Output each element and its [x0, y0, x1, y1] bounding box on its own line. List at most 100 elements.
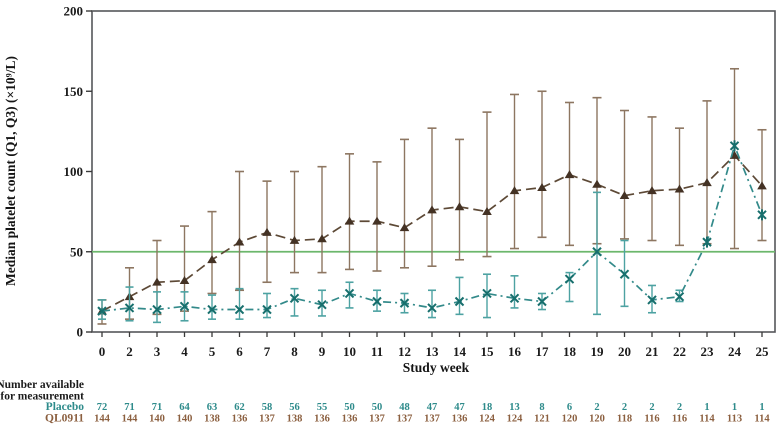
placebo-series — [97, 140, 767, 324]
ql0911-count-week-11: 137 — [369, 414, 385, 425]
placebo-marker-week-21 — [647, 295, 657, 305]
ql0911-count-week-20: 118 — [617, 414, 632, 425]
x-tick-22: 22 — [673, 344, 686, 359]
ql0911-count-week-8: 138 — [287, 414, 303, 425]
x-tick-21: 21 — [646, 344, 659, 359]
placebo-count-week-20: 2 — [622, 402, 627, 413]
placebo-marker-week-18 — [564, 274, 575, 284]
placebo-count-week-23: 1 — [704, 402, 709, 413]
x-tick-25: 25 — [756, 344, 770, 359]
x-tick-2: 2 — [126, 344, 133, 359]
placebo-marker-week-14 — [454, 296, 465, 307]
x-tick-5: 5 — [209, 344, 216, 359]
placebo-count-week-19: 2 — [594, 402, 599, 413]
ql0911-count-week-10: 136 — [342, 414, 358, 425]
placebo-count-week-11: 50 — [372, 402, 383, 413]
ql0911-marker-week-21 — [647, 186, 657, 195]
x-tick-15: 15 — [481, 344, 495, 359]
ql0911-marker-week-7 — [262, 227, 272, 236]
y-axis-label: Median platelet count (Q1, Q3) (×10⁹/L) — [3, 56, 18, 286]
ql0911-count-week-7: 137 — [259, 414, 275, 425]
ql0911-count-week-17: 121 — [534, 414, 550, 425]
x-axis-label: Study week — [403, 360, 470, 375]
placebo-marker-week-19 — [592, 247, 602, 257]
ql0911-count-week-12: 137 — [397, 414, 413, 425]
ql0911-count-week-14: 136 — [452, 414, 468, 425]
placebo-marker-week-2 — [124, 303, 135, 313]
y-axis-ticks: 0 50 100 150 200 — [64, 4, 92, 340]
x-tick-17: 17 — [536, 344, 550, 359]
placebo-marker-week-15 — [482, 288, 492, 299]
placebo-count-week-24: 1 — [732, 402, 737, 413]
ql0911-marker-week-19 — [592, 179, 602, 188]
placebo-count-week-2: 71 — [124, 402, 135, 413]
placebo-marker-week-4 — [179, 301, 190, 312]
placebo-marker-week-9 — [317, 300, 327, 310]
placebo-count-week-21: 2 — [649, 402, 654, 413]
placebo-count-week-3: 71 — [152, 402, 163, 413]
placebo-marker-week-17 — [537, 296, 547, 307]
ql0911-marker-week-9 — [317, 234, 327, 243]
placebo-marker-week-20 — [619, 269, 630, 279]
y-tick-150: 150 — [64, 84, 84, 99]
ql0911-marker-week-10 — [344, 216, 355, 225]
ql0911-count-week-15: 124 — [479, 414, 496, 425]
ql0911-marker-week-18 — [564, 170, 575, 179]
y-tick-200: 200 — [64, 4, 84, 19]
placebo-count-week-17: 8 — [539, 402, 544, 413]
ql0911-marker-week-4 — [179, 276, 190, 285]
placebo-count-week-6: 62 — [234, 402, 245, 413]
y-tick-100: 100 — [64, 164, 84, 179]
ql0911-count-week-19: 120 — [589, 414, 605, 425]
placebo-marker-week-16 — [509, 293, 520, 304]
ql0911-count-week-22: 116 — [672, 414, 687, 425]
x-tick-4: 4 — [181, 344, 188, 359]
placebo-marker-week-11 — [372, 296, 382, 307]
placebo-count-week-5: 63 — [207, 402, 218, 413]
x-tick-16: 16 — [508, 344, 522, 359]
placebo-count-week-7: 58 — [262, 402, 273, 413]
ql0911-marker-week-25 — [757, 181, 767, 190]
placebo-marker-week-13 — [427, 303, 437, 313]
x-tick-24: 24 — [728, 344, 742, 359]
ql0911-count-week-5: 138 — [204, 414, 220, 425]
x-tick-6: 6 — [236, 344, 243, 359]
x-tick-12: 12 — [398, 344, 411, 359]
ql0911-count-week-24: 113 — [727, 414, 742, 425]
ql0911-marker-week-11 — [372, 216, 382, 225]
placebo-count-week-15: 18 — [482, 402, 493, 413]
ql0911-counts-row: 144 144 140 140 138 136 137 138 136 136 137 137 137 1… — [94, 414, 770, 425]
placebo-marker-week-0 — [97, 306, 107, 316]
ql0911-count-week-2: 144 — [122, 414, 139, 425]
x-tick-20: 20 — [618, 344, 631, 359]
placebo-count-week-25: 1 — [759, 402, 764, 413]
placebo-count-week-12: 48 — [399, 402, 410, 413]
ql0911-count-week-23: 114 — [699, 414, 715, 425]
ql0911-count-week-13: 137 — [424, 414, 440, 425]
placebo-marker-week-24 — [729, 140, 740, 152]
x-axis-ticks: 0 2 3 4 5 6 7 8 9 10 11 12 13 14 15 16 17 18 19 20 21 22 23 24 2… — [99, 332, 769, 359]
ql0911-marker-week-12 — [399, 223, 410, 232]
plot-border — [91, 10, 776, 333]
placebo-marker-week-3 — [152, 304, 162, 315]
placebo-marker-week-8 — [289, 293, 300, 304]
ql0911-marker-week-6 — [234, 237, 245, 246]
placebo-count-week-4: 64 — [179, 402, 190, 413]
placebo-count-week-22: 2 — [677, 402, 682, 413]
ql0911-count-week-21: 116 — [644, 414, 659, 425]
x-tick-14: 14 — [453, 344, 467, 359]
ql0911-marker-week-16 — [509, 186, 520, 195]
placebo-marker-week-6 — [234, 304, 245, 315]
ql0911-marker-week-20 — [619, 190, 630, 199]
x-tick-9: 9 — [319, 344, 326, 359]
placebo-marker-week-10 — [344, 288, 355, 299]
ql0911-marker-week-3 — [152, 277, 162, 286]
x-tick-19: 19 — [591, 344, 605, 359]
placebo-marker-week-22 — [674, 291, 685, 302]
ql0911-count-week-0: 144 — [94, 414, 111, 425]
y-tick-50: 50 — [70, 244, 83, 259]
x-tick-3: 3 — [154, 344, 161, 359]
